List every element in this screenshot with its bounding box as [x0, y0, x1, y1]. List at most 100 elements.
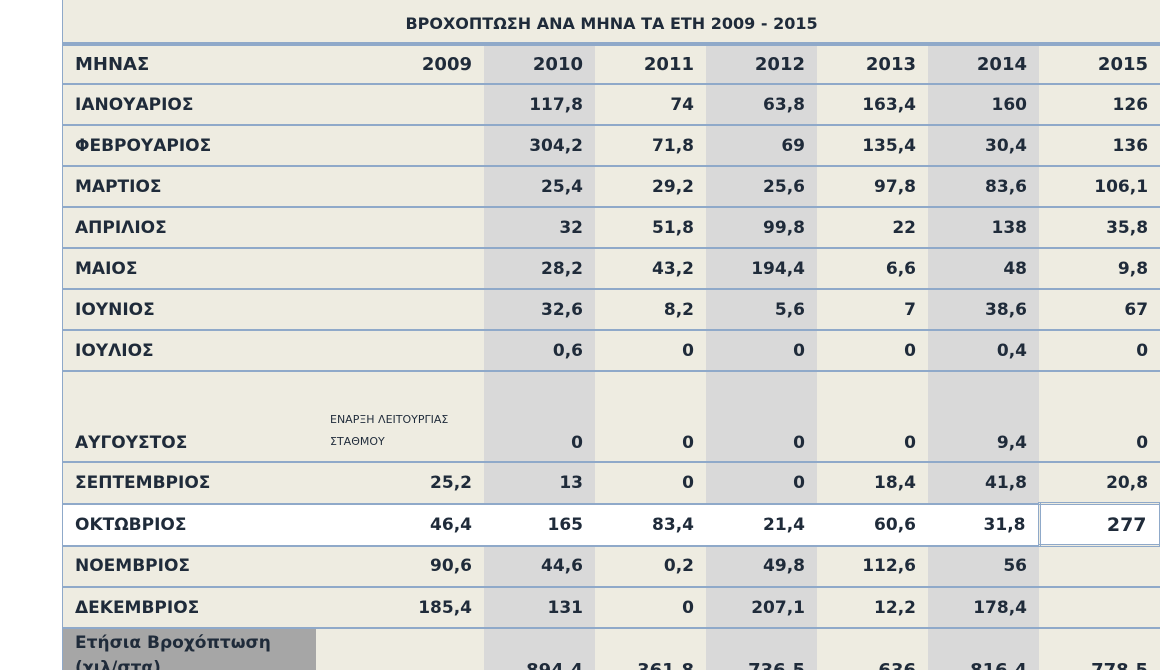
table-row: ΜΑΡΤΙΟΣ 25,4 29,2 25,6 97,8 83,6 106,1	[63, 166, 1160, 208]
value-cell: 21,4	[706, 503, 817, 547]
total-value: 894,4	[496, 631, 583, 670]
table-title: ΒΡΟΧΟΠΤΩΣΗ ΑΝΑ ΜΗΝΑ ΤΑ ΕΤΗ 2009 - 2015	[63, 0, 1160, 46]
selected-cell[interactable]: 277	[1037, 502, 1160, 547]
value-cell: 0	[595, 371, 706, 463]
total-value: 816,4	[940, 631, 1027, 670]
value-cell	[316, 125, 484, 167]
value-cell: 46,4	[316, 503, 484, 547]
value-cell: 60,6	[817, 503, 928, 547]
value-cell: 43,2	[595, 248, 706, 290]
value-cell: 63,8	[706, 84, 817, 126]
table-row: ΙΑΝΟΥΑΡΙΟΣ 117,8 74 63,8 163,4 160 126	[63, 84, 1160, 126]
value-cell: 25,2	[316, 462, 484, 505]
value-cell: 90,6	[316, 545, 484, 588]
value-cell: 0	[817, 371, 928, 463]
total-cell: 361,8	[595, 628, 706, 670]
header-year: 2015	[1039, 44, 1160, 85]
total-cell: 778,5	[1039, 628, 1160, 670]
value-cell	[316, 248, 484, 290]
station-start-note: ΕΝΑΡΞΗ ΛΕΙΤΟΥΡΓΙΑΣ ΣΤΑΘΜΟΥ	[316, 371, 484, 463]
value-cell: 83,6	[928, 166, 1039, 208]
month-cell: ΔΕΚΕΜΒΡΙΟΣ	[63, 587, 316, 629]
header-year: 2012	[706, 44, 817, 85]
value-cell	[316, 166, 484, 208]
table-row: ΣΕΠΤΕΜΒΡΙΟΣ 25,2 13 0 0 18,4 41,8 20,8	[63, 462, 1160, 505]
month-cell: ΟΚΤΩΒΡΙΟΣ	[63, 503, 316, 547]
value-cell: 9,8	[1039, 248, 1160, 290]
rainfall-table: ΒΡΟΧΟΠΤΩΣΗ ΑΝΑ ΜΗΝΑ ΤΑ ΕΤΗ 2009 - 2015 Μ…	[63, 0, 1160, 670]
value-cell: 0,4	[928, 330, 1039, 372]
total-cell: 736,5	[706, 628, 817, 670]
value-cell: 9,4	[928, 371, 1039, 463]
value-cell: 51,8	[595, 207, 706, 249]
header-month: ΜΗΝΑΣ	[63, 44, 316, 85]
value-cell: 0	[484, 371, 595, 463]
value-cell: 0	[706, 371, 817, 463]
value-cell: 0	[595, 330, 706, 372]
value-cell: 136	[1039, 125, 1160, 167]
total-value: 636	[829, 631, 916, 670]
table-row: ΑΥΓΟΥΣΤΟΣ ΕΝΑΡΞΗ ΛΕΙΤΟΥΡΓΙΑΣ ΣΤΑΘΜΟΥ 0 0…	[63, 371, 1160, 463]
value-cell: 18,4	[817, 462, 928, 505]
total-cell: 816,4	[928, 628, 1039, 670]
table-row: ΝΟΕΜΒΡΙΟΣ 90,6 44,6 0,2 49,8 112,6 56	[63, 545, 1160, 588]
value-cell: 44,6	[484, 545, 595, 588]
month-cell: ΑΠΡΙΛΙΟΣ	[63, 207, 316, 249]
value-cell: 28,2	[484, 248, 595, 290]
value-cell: 31,8	[928, 503, 1039, 547]
total-cell: 894,4	[484, 628, 595, 670]
month-cell: ΙΟΥΝΙΟΣ	[63, 289, 316, 331]
value-cell: 0	[595, 462, 706, 505]
month-cell: ΣΕΠΤΕΜΒΡΙΟΣ	[63, 462, 316, 505]
value-cell: 112,6	[817, 545, 928, 588]
value-cell: 7	[817, 289, 928, 331]
total-cell: 636	[817, 628, 928, 670]
header-row: ΜΗΝΑΣ 2009 2010 2011 2012 2013 2014 2015	[63, 44, 1160, 85]
value-cell: 160	[928, 84, 1039, 126]
value-cell: 25,6	[706, 166, 817, 208]
total-value: 736,5	[718, 631, 805, 670]
value-cell: 0	[706, 462, 817, 505]
value-cell: 56	[928, 545, 1039, 588]
value-cell: 0	[817, 330, 928, 372]
value-cell: 12,2	[817, 587, 928, 629]
value-cell: 41,8	[928, 462, 1039, 505]
value-cell: 32,6	[484, 289, 595, 331]
header-year: 2014	[928, 44, 1039, 85]
rainfall-sheet: ΒΡΟΧΟΠΤΩΣΗ ΑΝΑ ΜΗΝΑ ΤΑ ΕΤΗ 2009 - 2015 Μ…	[62, 0, 1160, 670]
table-row: ΔΕΚΕΜΒΡΙΟΣ 185,4 131 0 207,1 12,2 178,4	[63, 587, 1160, 629]
title-row: ΒΡΟΧΟΠΤΩΣΗ ΑΝΑ ΜΗΝΑ ΤΑ ΕΤΗ 2009 - 2015	[63, 0, 1160, 46]
header-year: 2013	[817, 44, 928, 85]
total-value: 778,5	[1051, 631, 1148, 670]
table-row-highlighted: ΟΚΤΩΒΡΙΟΣ 46,4 165 83,4 21,4 60,6 31,8 2…	[63, 502, 1160, 547]
value-cell: 178,4	[928, 587, 1039, 629]
value-cell: 74	[595, 84, 706, 126]
total-cell	[316, 628, 484, 670]
value-cell: 30,4	[928, 125, 1039, 167]
value-cell: 6,6	[817, 248, 928, 290]
value-cell: 194,4	[706, 248, 817, 290]
value-cell: 135,4	[817, 125, 928, 167]
total-value	[328, 631, 472, 660]
total-value: 361,8	[607, 631, 694, 670]
value-cell: 117,8	[484, 84, 595, 126]
month-cell: ΜΑΙΟΣ	[63, 248, 316, 290]
month-cell: ΦΕΒΡΟΥΑΡΙΟΣ	[63, 125, 316, 167]
value-cell: 71,8	[595, 125, 706, 167]
month-cell: ΑΥΓΟΥΣΤΟΣ	[63, 371, 316, 463]
value-cell: 8,2	[595, 289, 706, 331]
value-cell: 165	[484, 503, 595, 547]
value-cell: 0	[595, 587, 706, 629]
month-cell: ΙΟΥΛΙΟΣ	[63, 330, 316, 372]
value-cell: 131	[484, 587, 595, 629]
value-cell	[316, 289, 484, 331]
table-row: ΦΕΒΡΟΥΑΡΙΟΣ 304,2 71,8 69 135,4 30,4 136	[63, 125, 1160, 167]
table-row: ΜΑΙΟΣ 28,2 43,2 194,4 6,6 48 9,8	[63, 248, 1160, 290]
value-cell: 49,8	[706, 545, 817, 588]
value-cell: 0,6	[484, 330, 595, 372]
table-row: ΙΟΥΛΙΟΣ 0,6 0 0 0 0,4 0	[63, 330, 1160, 372]
value-cell: 29,2	[595, 166, 706, 208]
value-cell	[1039, 587, 1160, 629]
value-cell: 0,2	[595, 545, 706, 588]
month-cell: ΙΑΝΟΥΑΡΙΟΣ	[63, 84, 316, 126]
